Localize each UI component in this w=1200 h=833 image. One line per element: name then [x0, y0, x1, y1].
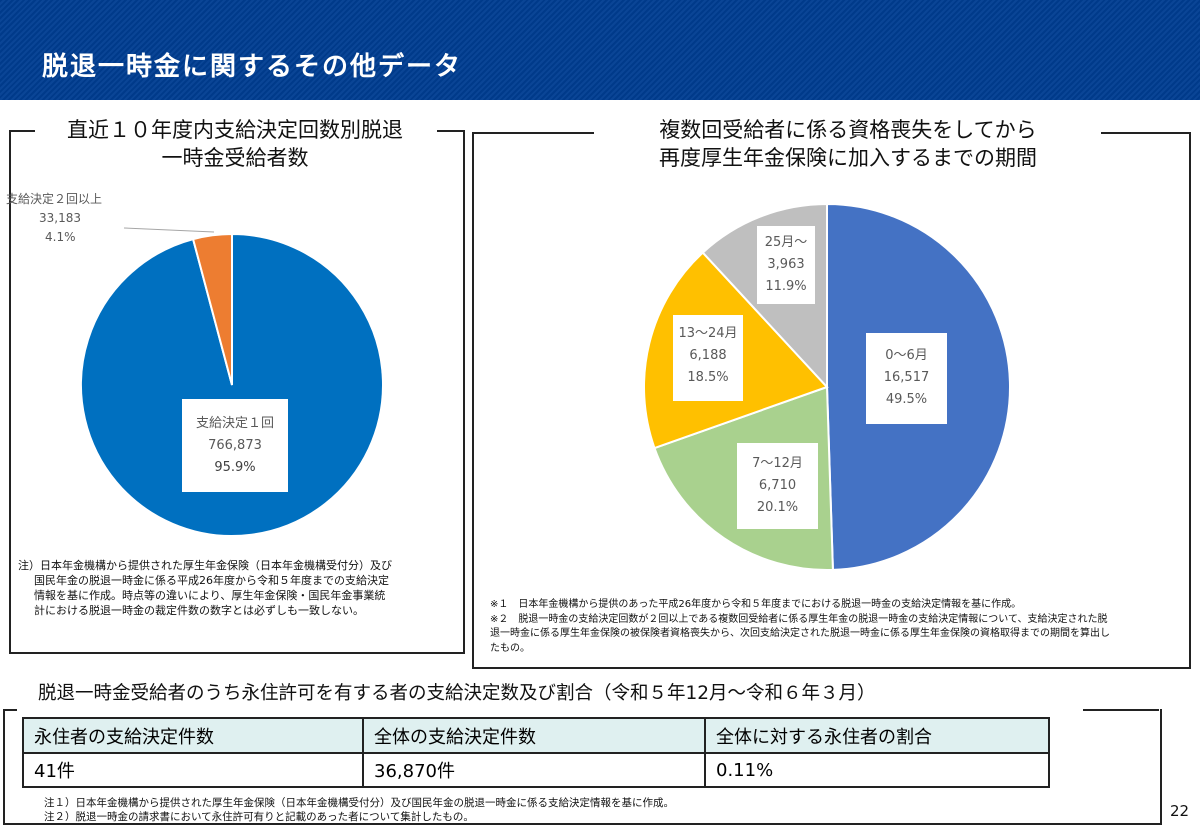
pie1-large-label-box: 支給決定１回 766,873 95.9%	[182, 399, 288, 492]
pie1-large-label: 支給決定１回	[195, 416, 274, 431]
table-row: 41件 36,870件 0.11%	[22, 752, 1050, 788]
pie2-label-box-0-6: 0～6月 16,517 49.5%	[866, 333, 947, 424]
right-note-line: ※１ 日本年金機構から提供のあった平成26年度から令和５年度までにおける脱退一時…	[490, 599, 1022, 610]
pie2-label-box-13-24: 13～24月 6,188 18.5%	[673, 315, 743, 401]
left-note-line: 計における脱退一時金の裁定件数の数字とは必ずしも一致しない。	[34, 604, 364, 617]
bottom-note-line: 注１）日本年金機構から提供された厚生年金保険（日本年金機構受付分）及び国民年金の…	[44, 797, 674, 809]
pie2-label: 13～24月	[678, 326, 738, 341]
left-panel-note: 注）日本年金機構から提供された厚生年金保険（日本年金機構受付分）及び 国民年金の…	[18, 558, 392, 618]
table-header-cell: 全体の支給決定件数	[362, 717, 706, 754]
left-note-line: 情報を基に作成。時点等の違いにより、厚生年金保険・国民年金事業統	[34, 589, 386, 602]
right-chart-title: 複数回受給者に係る資格喪失をしてから 再度厚生年金保険に加入するまでの期間	[596, 116, 1100, 172]
bottom-section-title: 脱退一時金受給者のうち永住許可を有する者の支給決定数及び割合（令和５年12月～令…	[38, 683, 876, 704]
bottom-notes: 注１）日本年金機構から提供された厚生年金保険（日本年金機構受付分）及び国民年金の…	[44, 796, 674, 824]
permanent-resident-table: 永住者の支給決定件数 全体の支給決定件数 全体に対する永住者の割合 41件 36…	[22, 717, 1050, 788]
pie2-value: 6,188	[689, 348, 727, 363]
pie2-percent: 11.9%	[765, 279, 807, 294]
pie1-large-value: 766,873	[208, 438, 262, 453]
page-title: 脱退一時金に関するその他データ	[42, 52, 463, 82]
pie2-label-box-7-12: 7～12月 6,710 20.1%	[737, 443, 818, 529]
table-header-row: 永住者の支給決定件数 全体の支給決定件数 全体に対する永住者の割合	[22, 717, 1050, 754]
table-header-cell: 永住者の支給決定件数	[22, 717, 364, 754]
pie2-percent: 18.5%	[687, 370, 729, 385]
left-panel	[9, 130, 465, 654]
left-panel-topline-right	[437, 130, 463, 132]
right-chart-title-line2: 再度厚生年金保険に加入するまでの期間	[659, 146, 1037, 170]
pie2-percent: 49.5%	[885, 392, 928, 407]
pie1-slice-1	[191, 232, 233, 386]
table-cell: 36,870件	[362, 752, 706, 788]
pie2-value: 3,963	[767, 257, 805, 272]
pie1-small-value: 33,183	[39, 211, 81, 225]
right-chart-title-line1: 複数回受給者に係る資格喪失をしてから	[659, 118, 1037, 142]
table-cell: 41件	[22, 752, 364, 788]
pie2-value: 16,517	[883, 370, 930, 385]
pie2-label: 0～6月	[885, 348, 928, 363]
bottom-panel-topline-left	[3, 709, 17, 711]
bottom-note-line: 注２）脱退一時金の請求書において永住許可有りと記載のあった者について集計したもの…	[44, 811, 474, 823]
right-note-line: ※２ 脱退一時金の支給決定回数が２回以上である複数回受給者に係る厚生年金の脱退一…	[490, 613, 1108, 625]
table-header-cell: 全体に対する永住者の割合	[704, 717, 1050, 754]
pie1-callout-small: 支給決定２回以上 33,183 4.1%	[6, 190, 102, 247]
pie2-value: 6,710	[758, 478, 797, 493]
pie1-small-percent: 4.1%	[45, 230, 76, 244]
left-panel-topline-left	[9, 130, 35, 132]
right-note-line: 退一時金に係る厚生年金保険の被保険者資格喪失から、次回支給決定された脱退一時金に…	[490, 628, 1110, 639]
pie2-label: 7～12月	[752, 456, 803, 471]
right-note-line: たもの。	[490, 642, 530, 654]
pie1-leader-line	[123, 227, 215, 233]
right-panel	[472, 132, 1191, 669]
right-panel-topline-right	[1101, 132, 1189, 134]
pie2-percent: 20.1%	[756, 500, 799, 515]
left-chart-title-line2: 一時金受給者数	[161, 146, 309, 170]
pie-chart-right	[643, 202, 1011, 571]
left-chart-title: 直近１０年度内支給決定回数別脱退 一時金受給者数	[40, 116, 430, 172]
pie1-large-percent: 95.9%	[214, 460, 256, 475]
left-note-line: 国民年金の脱退一時金に係る平成26年度から令和５年度までの支給決定	[34, 574, 389, 587]
pie-chart-left	[80, 227, 384, 537]
right-panel-topline-left	[472, 132, 594, 134]
table-cell: 0.11%	[704, 752, 1050, 788]
left-chart-title-line1: 直近１０年度内支給決定回数別脱退	[67, 118, 403, 142]
left-note-line: 注）日本年金機構から提供された厚生年金保険（日本年金機構受付分）及び	[18, 559, 392, 572]
right-panel-note: ※１ 日本年金機構から提供のあった平成26年度から令和５年度までにおける脱退一時…	[490, 598, 1185, 656]
page-number: 22	[1170, 802, 1190, 820]
pie1-small-label: 支給決定２回以上	[6, 192, 103, 206]
pie2-label: 25月～	[764, 235, 808, 250]
bottom-panel-topline-right	[1083, 709, 1159, 711]
header-banner: 脱退一時金に関するその他データ	[0, 0, 1200, 100]
pie2-label-box-25: 25月～ 3,963 11.9%	[757, 226, 815, 304]
bottom-panel	[3, 709, 1162, 825]
